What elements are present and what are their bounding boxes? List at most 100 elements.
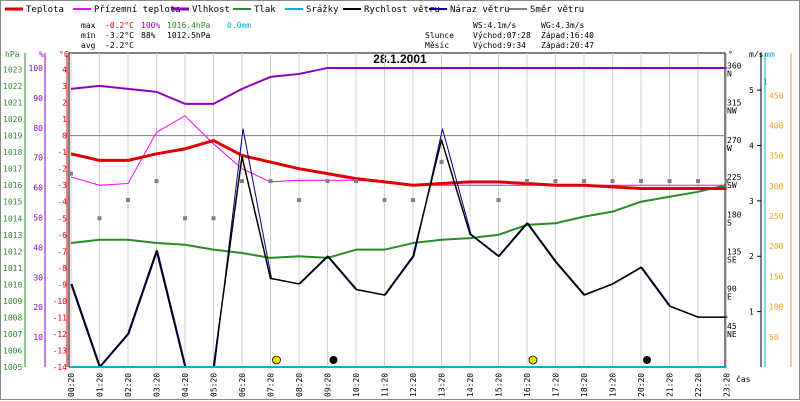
x-tick-label: 10:20 [352,373,361,397]
wind-direction-point [696,179,700,184]
stat-max-humidity: 100% [141,21,160,30]
wind-tick-label: 2 [749,252,754,261]
moon-marker [643,356,651,364]
radiation-tick-label: 50 [769,333,779,342]
stat-avg-label: avg [81,41,96,50]
temperature-tick-label: -7 [57,247,67,256]
temperature-tick-label: 3 [62,82,67,91]
x-tick-label: 20:20 [637,373,646,397]
stat-avg-temp: -2.2°C [105,41,134,50]
stats-block: max -0.2°C 100% 1016.4hPa 0.0mm min -3.2… [81,21,594,50]
x-tick-label: 11:20 [381,373,390,397]
x-tick-label: 03:20 [153,373,162,397]
axes: 00:20 01:20 02:20 03:20 04:20 05:20 06:20 07:20… [3,50,792,397]
humidity-tick-label: 80 [33,124,43,133]
radiation-tick-label: 450 [769,91,784,100]
pressure-tick-label: 1005 [3,363,22,372]
direction-tick-compass: NE [727,330,737,339]
pressure-axis-title: hPa [5,50,20,59]
wind-direction-point [97,216,102,221]
stat-sun-label: Slunce [425,31,454,40]
x-tick-label: 17:20 [552,373,561,397]
pressure-tick-label: 1006 [3,346,22,355]
x-tick-label: 06:20 [238,373,247,397]
temperature-axis-title: °C [59,50,69,59]
wind-direction-point [154,179,159,184]
x-tick-label: 04:20 [181,373,190,397]
direction-tick-compass: N [727,70,732,79]
temperature-tick-label: -12 [53,330,68,339]
x-tick-label: 18:20 [580,373,589,397]
radiation-tick-label: 350 [769,152,784,161]
pressure-tick-label: 1011 [3,264,22,273]
stat-max-rain: 0.0mm [227,21,251,30]
direction-tick-compass: SW [727,181,737,190]
legend-tlak: Tlak [254,5,276,15]
direction-tick-degrees: 135 [727,247,742,256]
grid [69,53,727,367]
temperature-tick-label: -13 [53,346,68,355]
temperature-tick-label: -8 [57,264,67,273]
radiation-tick-label: 150 [769,272,784,281]
pressure-tick-label: 1018 [3,148,22,157]
temperature-tick-label: -6 [57,231,67,240]
stat-min-temp: -3.2°C [105,31,134,40]
wind-direction-point [240,179,244,184]
pressure-tick-label: 1015 [3,198,22,207]
pressure-tick-label: 1013 [3,231,22,240]
wind-tick-label: 4 [749,141,754,150]
stat-min-pressure: 1012.5hPa [167,31,211,40]
direction-tick-degrees: 360 [727,62,742,71]
direction-tick-degrees: 45 [727,322,737,331]
temperature-tick-label: -14 [53,363,68,372]
stat-sun-set: Západ:16:40 [541,31,594,40]
humidity-tick-label: 100 [29,64,44,73]
wind-direction-point [354,179,358,184]
series-vlhkost [70,66,727,105]
direction-tick-compass: E [727,293,732,302]
wind-direction-point [525,179,529,184]
legend-vlhkost: Vlhkost [192,5,230,15]
wind-direction-point [639,179,643,184]
radiation-tick-label: 400 [769,121,784,130]
humidity-axis-title: % [39,50,44,59]
direction-tick-degrees: 270 [727,136,742,145]
pressure-tick-label: 1021 [3,99,22,108]
radiation-tick-label: 200 [769,242,784,251]
humidity-tick-label: 20 [33,303,43,312]
wind-direction-point [439,160,444,165]
pressure-tick-label: 1007 [3,330,22,339]
pressure-tick-label: 1016 [3,181,22,190]
wind-direction-point [297,198,301,203]
temperature-tick-label: 0 [62,132,67,141]
stat-ws: WS:4.1m/s [473,21,517,30]
stat-moon-set: Západ:20:47 [541,41,594,50]
humidity-tick-label: 60 [33,184,43,193]
stat-max-pressure: 1016.4hPa [167,21,211,30]
x-tick-label: 13:20 [438,373,447,397]
series-naraz-vetru [71,128,728,368]
wind-tick-label: 3 [749,197,754,206]
pressure-tick-label: 1010 [3,280,22,289]
direction-tick-degrees: 180 [727,210,742,219]
temperature-tick-label: 4 [62,66,67,75]
sun-marker [272,355,281,365]
pressure-tick-label: 1020 [3,115,22,124]
wind-direction-point [496,198,501,203]
pressure-tick-label: 1022 [3,82,22,91]
stat-sun-rise: Východ:07:28 [473,31,531,40]
radiation-tick-label: 100 [769,303,784,312]
temperature-tick-label: -5 [57,214,67,223]
direction-tick-compass: NW [727,107,737,116]
pressure-tick-label: 1023 [3,66,22,75]
sun-marker [528,355,538,365]
stat-moon-rise: Východ:9:34 [473,41,526,50]
temperature-tick-label: 2 [62,99,67,108]
legend-naraz-vetru: Náraz větru [450,5,510,15]
legend: Teplota Přízemní teplota Vlhkost Tlak Sr… [5,5,584,15]
x-tick-label: 08:20 [295,373,304,397]
legend-prizemni-teplota: Přízemní teplota [94,5,181,15]
x-tick-label: 05:20 [210,373,219,397]
